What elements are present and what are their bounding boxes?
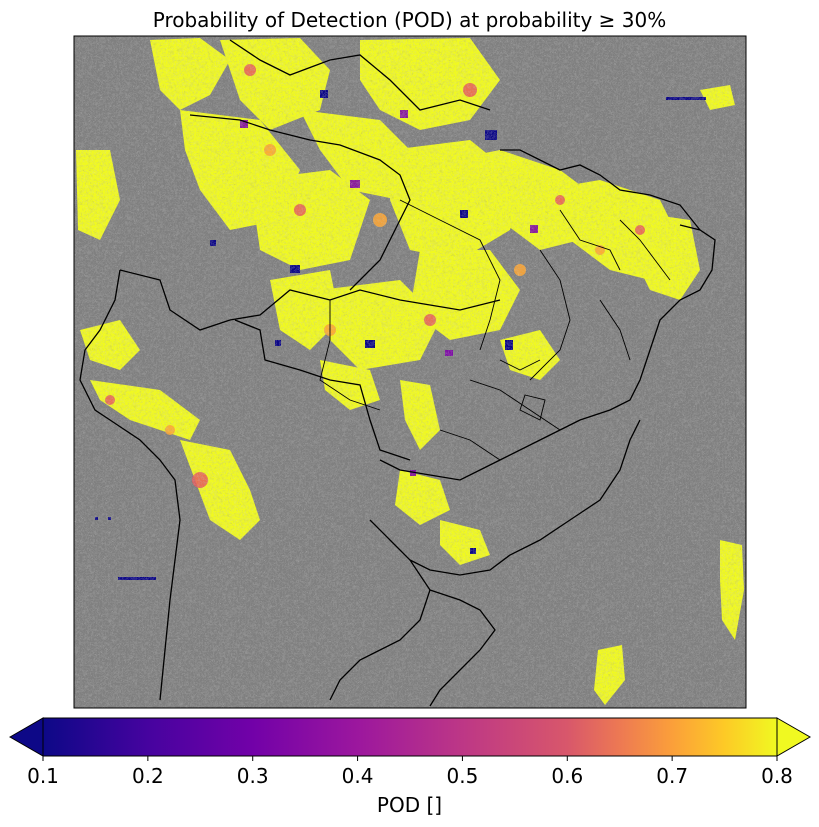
map-frame [73,35,747,709]
colorbar-gradient [42,717,778,757]
state-borders [319,199,671,461]
colorbar-tick-label: 0.8 [761,764,793,788]
colorbar-tick-label: 0.1 [27,764,59,788]
colorbar-over-extension [776,717,812,757]
colorbar-tick-marks [42,756,778,761]
colorbar-tick-label: 0.2 [131,764,164,788]
map-title: Probability of Detection (POD) at probab… [152,8,667,32]
colorbar-tick-label: 0.3 [236,764,269,788]
colorbar-tick-label: 0.7 [656,764,689,788]
colorbar-under-extension [8,717,44,757]
country-borders [79,39,716,707]
colorbar-tick-label: 0.4 [341,764,374,788]
colorbar-tick-label: 0.6 [551,764,584,788]
speckle-texture [74,36,746,708]
colorbar-tick-label: 0.5 [446,764,479,788]
colorbar-label: POD [] [376,793,443,817]
